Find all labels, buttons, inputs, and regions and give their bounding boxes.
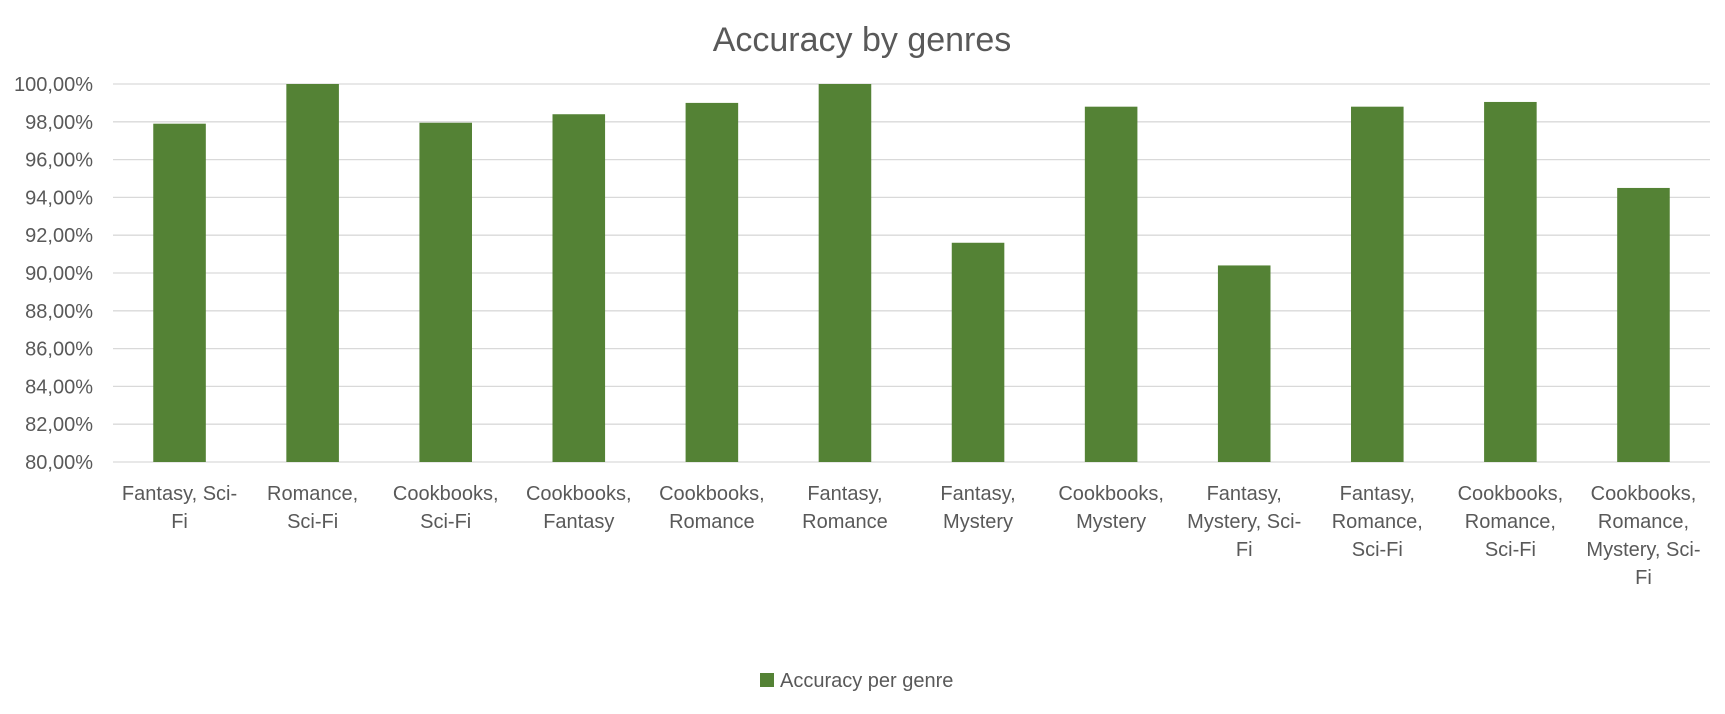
x-category-label-line: Romance, <box>1332 511 1423 533</box>
x-category-label-line: Cookbooks, <box>1058 483 1164 505</box>
x-category-label-line: Fi <box>1635 567 1652 589</box>
y-tick-label: 86,00% <box>25 339 93 361</box>
y-tick-label: 84,00% <box>25 376 93 398</box>
x-category-label: Fantasy, Romance, Sci-Fi <box>1332 483 1423 561</box>
x-category-label-line: Fi <box>171 511 188 533</box>
x-category-label-line: Sci-Fi <box>1485 539 1536 561</box>
y-tick-label: 92,00% <box>25 225 93 247</box>
x-category-label-line: Mystery, Sci- <box>1586 539 1700 561</box>
x-category-label: Romance, Sci-Fi <box>267 483 358 533</box>
x-category-label: Fantasy, Romance <box>802 483 888 533</box>
x-category-label: Fantasy, Mystery, Sci- Fi <box>1187 483 1301 561</box>
bar[interactable] <box>286 84 339 462</box>
x-category-label: Fantasy, Sci- Fi <box>122 483 237 533</box>
bar[interactable] <box>419 122 472 463</box>
x-category-label-line: Romance, <box>267 483 358 505</box>
x-category-label-line: Cookbooks, <box>1458 483 1564 505</box>
y-tick-label: 96,00% <box>25 150 93 172</box>
x-category-label-line: Fantasy, <box>940 483 1015 505</box>
y-axis-tick-labels: 80,00% 82,00% 84,00% 86,00% 88,00% 90,00% 92,0… <box>14 74 93 474</box>
bar[interactable] <box>1217 265 1271 462</box>
y-tick-label: 98,00% <box>25 112 93 134</box>
x-category-label-line: Romance <box>669 511 755 533</box>
x-category-label: Cookbooks, Sci-Fi <box>393 483 499 533</box>
chart-title: Accuracy by genres <box>713 21 1012 59</box>
x-category-label: Fantasy, Mystery <box>940 483 1015 533</box>
legend-swatch <box>760 673 774 687</box>
x-category-label-line: Cookbooks, <box>393 483 499 505</box>
bars <box>153 84 1670 463</box>
y-tick-label: 100,00% <box>14 74 93 96</box>
y-tick-label: 80,00% <box>25 452 93 474</box>
x-category-label-line: Cookbooks, <box>526 483 632 505</box>
y-tick-label: 94,00% <box>25 187 93 209</box>
y-tick-label: 82,00% <box>25 414 93 436</box>
bar[interactable] <box>1351 106 1404 463</box>
x-category-label-line: Fantasy <box>543 511 614 533</box>
x-category-label-line: Fi <box>1236 539 1253 561</box>
x-category-label-line: Mystery, Sci- <box>1187 511 1301 533</box>
x-category-label-line: Sci-Fi <box>287 511 338 533</box>
bar[interactable] <box>951 242 1005 462</box>
x-category-label-line: Cookbooks, <box>659 483 765 505</box>
bar[interactable] <box>1617 187 1670 462</box>
gridlines <box>113 83 1710 463</box>
x-category-label-line: Romance, <box>1598 511 1689 533</box>
y-tick-label: 90,00% <box>25 263 93 285</box>
x-category-label: Cookbooks, Fantasy <box>526 483 632 533</box>
bar[interactable] <box>552 114 606 463</box>
x-category-label-line: Romance <box>802 511 888 533</box>
x-category-label-line: Fantasy, <box>1340 483 1415 505</box>
bar[interactable] <box>1484 101 1537 462</box>
x-category-label: Cookbooks, Mystery <box>1058 483 1164 533</box>
x-category-label: Cookbooks, Romance, Sci-Fi <box>1458 483 1564 561</box>
x-category-label: Cookbooks, Romance <box>659 483 765 533</box>
x-category-label-line: Sci-Fi <box>1352 539 1403 561</box>
x-category-label-line: Mystery <box>1076 511 1146 533</box>
legend[interactable]: Accuracy per genre <box>760 670 953 692</box>
legend-label: Accuracy per genre <box>780 670 953 692</box>
bar[interactable] <box>818 84 872 462</box>
bar[interactable] <box>685 102 739 463</box>
x-category-label-line: Mystery <box>943 511 1013 533</box>
x-category-label-line: Cookbooks, <box>1591 483 1697 505</box>
x-category-label-line: Fantasy, Sci- <box>122 483 237 505</box>
bar[interactable] <box>153 123 206 462</box>
y-tick-label: 88,00% <box>25 301 93 323</box>
x-category-label-line: Sci-Fi <box>420 511 471 533</box>
x-category-label-line: Fantasy, <box>807 483 882 505</box>
x-category-label-line: Fantasy, <box>1207 483 1282 505</box>
x-category-label: Cookbooks, Romance, Mystery, Sci- Fi <box>1586 483 1700 589</box>
bar[interactable] <box>1084 106 1138 463</box>
x-category-label-line: Romance, <box>1465 511 1556 533</box>
